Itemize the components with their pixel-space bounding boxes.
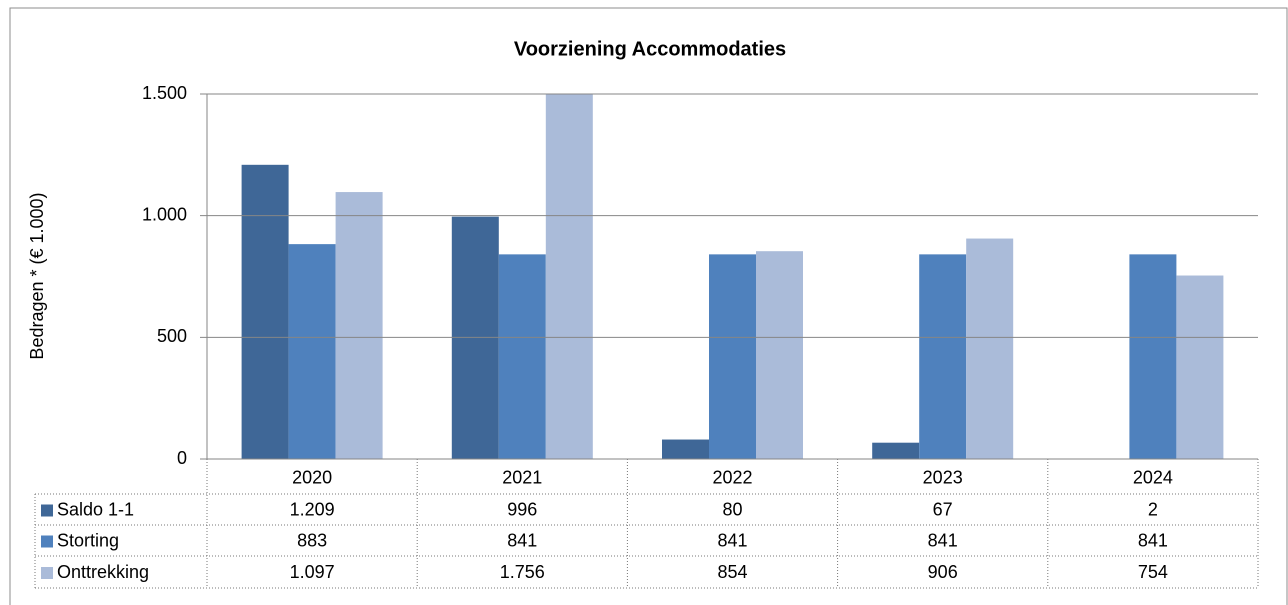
legend-label: Storting [57,530,119,550]
y-tick-label: 500 [157,326,187,346]
bar [498,254,546,459]
data-label: 754 [1138,562,1168,582]
data-label: 1.097 [290,562,335,582]
y-tick-label: 0 [177,448,187,468]
y-tick-label: 1.000 [142,204,187,224]
data-label: 883 [297,530,327,550]
data-label: 67 [933,499,953,519]
x-tick-label: 2022 [712,467,752,487]
legend-label: Saldo 1-1 [57,499,134,519]
data-label: 841 [928,530,958,550]
data-label: 841 [717,530,747,550]
chart-border [9,7,1288,605]
bar [1176,275,1224,459]
legend-label: Onttrekking [57,562,149,582]
bar [241,164,289,459]
bar [709,254,756,459]
y-tick-label: 1.500 [142,83,187,103]
data-label: 854 [717,562,747,582]
data-label: 2 [1148,499,1158,519]
legend-swatch [41,535,53,548]
data-label: 906 [928,562,958,582]
x-tick-label: 2023 [923,467,963,487]
bar [756,251,803,459]
x-tick-label: 2020 [292,467,332,487]
data-label: 996 [507,499,537,519]
bar [1129,254,1177,459]
data-label: 841 [1138,530,1168,550]
x-tick-label: 2024 [1133,467,1173,487]
data-label: 1.209 [290,499,335,519]
bar [872,442,920,459]
bar [919,254,967,459]
legend-swatch [41,504,53,517]
bar [545,94,593,459]
data-label: 1.756 [500,562,545,582]
legend-swatch [41,567,53,579]
data-label: 841 [507,530,537,550]
bar [662,439,709,459]
chart-title: Voorziening Accommodaties [514,38,786,60]
x-tick-label: 2021 [502,467,542,487]
bar [288,244,336,459]
bar [966,238,1014,459]
y-axis-label: Bedragen * (€ 1.000) [27,192,47,359]
data-label: 80 [722,499,742,519]
bars [241,94,1224,459]
bar [335,192,383,459]
